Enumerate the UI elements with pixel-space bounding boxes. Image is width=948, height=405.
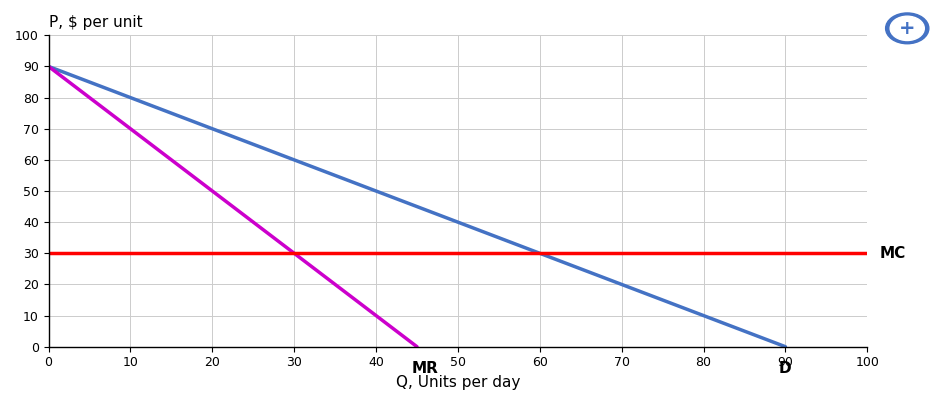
Text: D: D bbox=[779, 361, 792, 376]
Circle shape bbox=[890, 16, 924, 40]
Text: MR: MR bbox=[411, 361, 439, 376]
Text: P, $ per unit: P, $ per unit bbox=[48, 15, 142, 30]
Text: MC: MC bbox=[880, 246, 906, 261]
Text: +: + bbox=[899, 19, 916, 38]
Circle shape bbox=[885, 13, 929, 44]
X-axis label: Q, Units per day: Q, Units per day bbox=[395, 375, 520, 390]
